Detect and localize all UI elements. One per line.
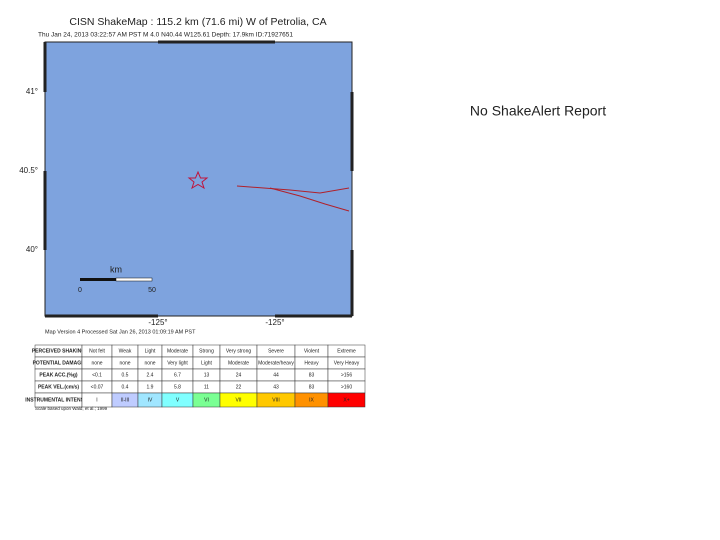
lat-label: 40.5° bbox=[19, 166, 38, 175]
legend-value: Weak bbox=[119, 348, 132, 354]
legend-value: VI bbox=[204, 397, 209, 403]
legend-value: IV bbox=[148, 397, 153, 403]
legend-value: VII bbox=[235, 397, 241, 403]
legend-cell bbox=[327, 392, 366, 408]
legend-value: Moderate bbox=[228, 360, 249, 366]
legend-value: 11 bbox=[204, 384, 209, 390]
legend-value: Severe bbox=[268, 348, 284, 354]
legend-value: VIII bbox=[272, 397, 280, 403]
legend-value: 83 bbox=[309, 372, 315, 378]
scale-bar bbox=[80, 277, 153, 282]
legend-value: >156 bbox=[341, 372, 352, 378]
scale-tick: 50 bbox=[148, 287, 156, 294]
legend-value: 24 bbox=[236, 372, 242, 378]
legend-value: Light bbox=[201, 360, 212, 366]
lat-label: 41° bbox=[26, 87, 38, 96]
legend-value: 1.9 bbox=[147, 384, 154, 390]
fault-lines bbox=[236, 185, 350, 212]
legend-row-header: PEAK ACC.(%g) bbox=[39, 372, 77, 378]
legend-value: Light bbox=[145, 348, 156, 354]
legend-value: 13 bbox=[204, 372, 210, 378]
legend-value: Very Heavy bbox=[334, 360, 360, 366]
legend-value: 2.4 bbox=[147, 372, 154, 378]
legend-value: 0.5 bbox=[122, 372, 129, 378]
legend-value: II-III bbox=[121, 397, 130, 403]
legend-value: Strong bbox=[199, 348, 214, 354]
legend-value: IX bbox=[309, 397, 314, 403]
legend-value: Violent bbox=[304, 348, 320, 354]
legend-value: 0.4 bbox=[122, 384, 129, 390]
scale-unit: km bbox=[110, 264, 122, 274]
legend-value: >160 bbox=[341, 384, 352, 390]
map-area bbox=[44, 41, 353, 317]
legend-value: 5.8 bbox=[174, 384, 181, 390]
legend-row-header: PERCEIVED SHAKING bbox=[32, 348, 85, 354]
legend-row-header: POTENTIAL DAMAGE bbox=[33, 360, 86, 366]
map-subtitle: Thu Jan 24, 2013 03:22:57 AM PST M 4.0 N… bbox=[38, 32, 293, 39]
scale-tick: 0 bbox=[78, 287, 82, 294]
legend-value: 6.7 bbox=[174, 372, 181, 378]
lat-label: 40° bbox=[26, 245, 38, 254]
legend-row-header: PEAK VEL.(cm/s) bbox=[38, 384, 79, 390]
map-version: Map Version 4 Processed Sat Jan 26, 2013… bbox=[45, 329, 196, 335]
legend-value: X+ bbox=[343, 397, 349, 403]
legend-value: Moderate bbox=[167, 348, 188, 354]
legend-value: 83 bbox=[309, 384, 315, 390]
legend-value: none bbox=[144, 360, 155, 366]
lon-label: -125° bbox=[265, 318, 284, 327]
legend-value: V bbox=[176, 397, 180, 403]
legend-value: Very light bbox=[167, 360, 188, 366]
legend-row-header: INSTRUMENTAL INTENSITY bbox=[25, 397, 92, 403]
legend-value: Very strong bbox=[226, 348, 252, 354]
lon-label: -125° bbox=[148, 318, 167, 327]
map-title: CISN ShakeMap : 115.2 km (71.6 mi) W of … bbox=[69, 16, 326, 28]
report-status: No ShakeAlert Report bbox=[470, 103, 606, 119]
legend-value: none bbox=[119, 360, 130, 366]
intensity-legend: PERCEIVED SHAKING Not felt Weak Light Modera… bbox=[25, 344, 366, 408]
legend-value: <0.07 bbox=[91, 384, 104, 390]
legend-value: Heavy bbox=[304, 360, 319, 366]
map-frame-ticks bbox=[43, 40, 354, 318]
legend-value: <0.1 bbox=[92, 372, 102, 378]
legend-value: 22 bbox=[236, 384, 242, 390]
legend-value: none bbox=[91, 360, 102, 366]
legend-value: I bbox=[96, 397, 97, 403]
legend-footnote: Scale based upon Wald, et al.; 1999 bbox=[35, 406, 108, 411]
legend-value: 43 bbox=[273, 384, 279, 390]
legend-value: Not felt bbox=[89, 348, 105, 354]
legend-value: Extreme bbox=[337, 348, 356, 354]
epicenter-star bbox=[187, 170, 209, 190]
legend-value: Moderate/heavy bbox=[258, 360, 294, 366]
legend-value: 44 bbox=[273, 372, 279, 378]
